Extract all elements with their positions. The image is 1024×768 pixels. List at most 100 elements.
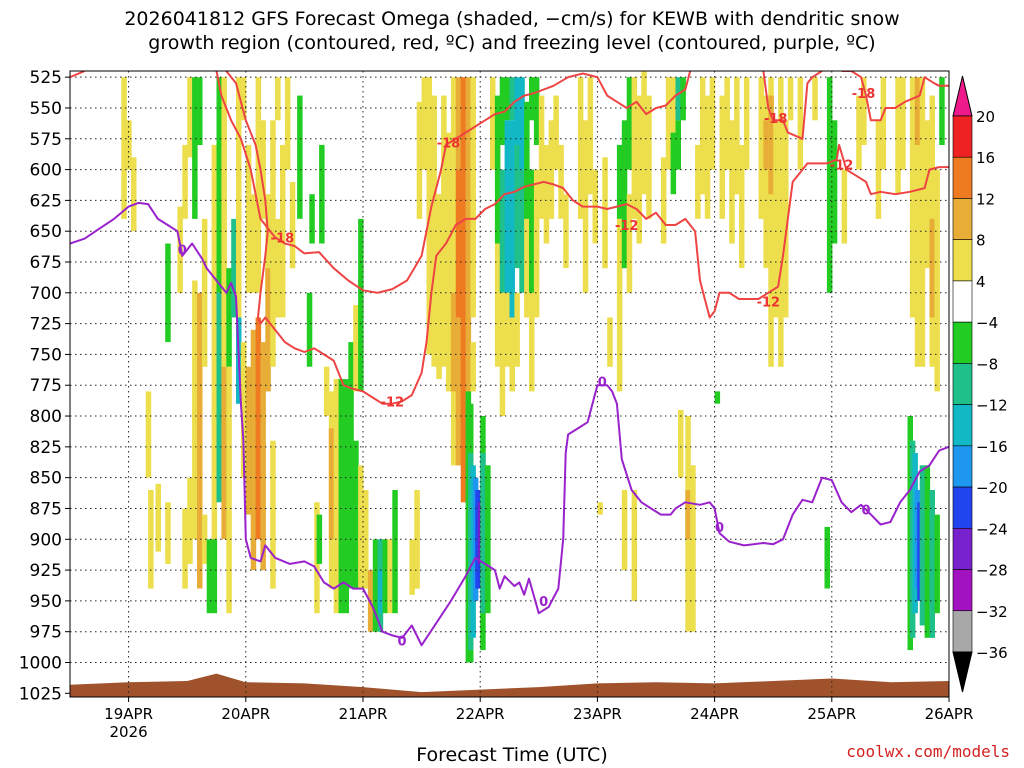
omega-cell bbox=[284, 77, 291, 170]
colorbar-label: 20 bbox=[976, 108, 995, 126]
y-tick-label: 725 bbox=[30, 315, 62, 335]
omega-cell bbox=[631, 77, 638, 219]
y-tick-label: 875 bbox=[30, 499, 62, 519]
omega-cell bbox=[343, 379, 349, 614]
colorbar-bin bbox=[952, 363, 973, 405]
omega-cell bbox=[250, 329, 257, 571]
y-tick-label: 800 bbox=[30, 407, 62, 427]
omega-cell bbox=[353, 305, 359, 392]
omega-cell bbox=[504, 120, 511, 293]
y-tick-label: 1000 bbox=[19, 653, 62, 673]
colorbar-bottom-arrow bbox=[952, 651, 973, 693]
y-tick-label: 650 bbox=[30, 222, 62, 242]
omega-cell bbox=[216, 292, 222, 503]
omega-cell bbox=[245, 144, 252, 293]
omega-cell bbox=[499, 169, 506, 293]
omega-shading-layer bbox=[121, 71, 945, 663]
y-tick-label: 750 bbox=[30, 345, 62, 365]
plot-frame bbox=[69, 70, 950, 698]
omega-cell bbox=[255, 317, 262, 540]
colorbar-bin bbox=[952, 115, 973, 158]
omega-cell bbox=[319, 144, 325, 244]
omega-cell bbox=[553, 95, 559, 170]
omega-cell bbox=[636, 95, 642, 244]
dendritic-contour-label: -18 bbox=[271, 231, 295, 246]
omega-cell bbox=[709, 77, 716, 170]
dendritic-contour-label: -18 bbox=[852, 87, 876, 102]
omega-cell bbox=[265, 268, 271, 392]
omega-cell bbox=[206, 539, 213, 614]
omega-cell bbox=[670, 77, 677, 133]
omega-cell bbox=[587, 77, 594, 195]
omega-cell bbox=[538, 95, 545, 219]
omega-cell bbox=[924, 465, 931, 638]
omega-cell bbox=[187, 477, 193, 564]
omega-cell bbox=[680, 77, 686, 121]
y-tick-label: 900 bbox=[30, 530, 62, 550]
omega-cell bbox=[382, 539, 388, 614]
omega-cell bbox=[621, 490, 628, 571]
colorbar-label: −36 bbox=[976, 644, 1008, 662]
omega-cell bbox=[187, 77, 193, 158]
omega-cell bbox=[236, 120, 242, 367]
dendritic-contour bbox=[841, 71, 949, 122]
colorbar-label: −16 bbox=[976, 438, 1008, 456]
omega-cell bbox=[306, 292, 313, 367]
omega-cell bbox=[316, 514, 323, 564]
omega-cell bbox=[616, 144, 623, 219]
omega-cell bbox=[182, 144, 188, 219]
omega-cell bbox=[240, 342, 247, 478]
omega-cell bbox=[499, 292, 506, 416]
colorbar-legend: 20 16 12 8 4 −4 −8 −12 −16 −20 −24 −28 −32 −36 bbox=[952, 75, 1008, 693]
omega-cell bbox=[729, 120, 735, 244]
y-tick-label: 1025 bbox=[19, 684, 62, 704]
contour-label-layer: -18 -18 -18 -18 -12 -12 -12 -12 0 0 0 0 0 0 bbox=[178, 87, 875, 649]
colorbar-bin bbox=[952, 156, 973, 199]
x-tick-label: 26APR bbox=[925, 705, 974, 723]
omega-cell bbox=[353, 440, 359, 589]
x-tick-label: 19APR bbox=[104, 705, 153, 723]
omega-cell bbox=[631, 490, 638, 601]
omega-cell bbox=[919, 77, 926, 367]
omega-cell bbox=[221, 77, 227, 367]
omega-cell bbox=[260, 342, 266, 571]
omega-cell bbox=[499, 77, 506, 145]
omega-cell bbox=[675, 120, 681, 170]
omega-cell bbox=[504, 77, 511, 121]
omega-cell bbox=[768, 77, 774, 367]
omega-cell bbox=[929, 218, 935, 318]
omega-cell bbox=[414, 490, 420, 589]
omega-cell bbox=[494, 243, 501, 367]
omega-cell bbox=[470, 77, 476, 318]
omega-cell bbox=[900, 77, 906, 170]
x-tick-label: 22APR bbox=[456, 705, 505, 723]
omega-cell bbox=[577, 77, 584, 219]
colorbar-label: 12 bbox=[976, 190, 995, 208]
omega-cell bbox=[275, 77, 281, 121]
colorbar-bin bbox=[952, 404, 973, 447]
omega-cell bbox=[216, 77, 222, 293]
colorbar-label: −24 bbox=[976, 520, 1008, 538]
omega-cell bbox=[165, 502, 171, 564]
omega-cell bbox=[201, 514, 208, 564]
omega-cell bbox=[797, 77, 804, 170]
omega-cell bbox=[831, 120, 838, 244]
omega-cell bbox=[455, 169, 462, 318]
omega-cell bbox=[255, 77, 262, 121]
omega-cell bbox=[826, 77, 833, 293]
omega-cell bbox=[509, 77, 515, 121]
omega-cell bbox=[197, 292, 203, 589]
omega-cell bbox=[197, 77, 203, 145]
omega-cell bbox=[602, 157, 608, 269]
omega-cell bbox=[333, 379, 340, 614]
omega-cell bbox=[485, 465, 491, 614]
y-tick-label: 775 bbox=[30, 376, 62, 396]
omega-cell bbox=[309, 194, 315, 244]
chart-title-line-2: growth region (contoured, red, ºC) and f… bbox=[148, 32, 876, 54]
omega-cell bbox=[670, 132, 677, 195]
colorbar-bin bbox=[952, 445, 973, 488]
dendritic-contour-label: -18 bbox=[437, 136, 461, 151]
omega-cell bbox=[450, 77, 457, 466]
omega-cell bbox=[783, 120, 789, 318]
